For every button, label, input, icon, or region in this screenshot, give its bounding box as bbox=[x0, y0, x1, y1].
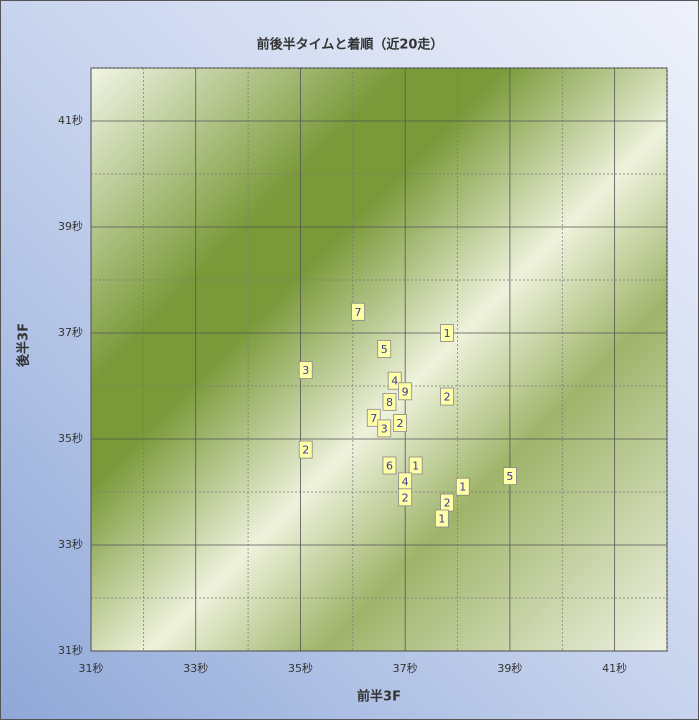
point-label: 3 bbox=[302, 364, 309, 377]
x-tick-label: 39秒 bbox=[497, 661, 522, 675]
x-tick-label: 31秒 bbox=[79, 661, 104, 675]
point-label: 1 bbox=[438, 513, 445, 526]
point-marker bbox=[351, 302, 365, 321]
x-tick-label: 33秒 bbox=[183, 661, 208, 675]
point-marker bbox=[393, 414, 407, 433]
point-label: 3 bbox=[381, 422, 388, 435]
y-tick-label: 41秒 bbox=[58, 113, 83, 127]
point-label: 2 bbox=[302, 444, 309, 457]
point-marker bbox=[398, 488, 413, 507]
point-label: 8 bbox=[386, 396, 393, 409]
x-tick-label: 37秒 bbox=[393, 661, 418, 675]
point-marker bbox=[298, 361, 313, 380]
point-label: 1 bbox=[412, 460, 419, 473]
y-tick-label: 35秒 bbox=[58, 431, 83, 445]
point-label: 6 bbox=[386, 460, 393, 473]
point-marker bbox=[298, 440, 313, 459]
point-marker bbox=[382, 392, 397, 411]
y-tick-label: 37秒 bbox=[58, 325, 83, 339]
point-marker bbox=[440, 324, 454, 342]
point-label: 1 bbox=[459, 481, 466, 494]
point-label: 9 bbox=[402, 385, 409, 398]
y-tick-label: 33秒 bbox=[58, 537, 83, 551]
point-label: 5 bbox=[506, 470, 513, 483]
point-marker bbox=[377, 339, 392, 358]
y-axis-title: 後半3F bbox=[16, 323, 32, 367]
point-marker bbox=[434, 509, 449, 528]
point-label: 7 bbox=[355, 306, 362, 319]
x-axis-title: 前半3F bbox=[357, 689, 401, 705]
chart-title: 前後半タイムと着順（近20走） bbox=[257, 37, 444, 53]
y-tick-label: 39秒 bbox=[58, 219, 83, 233]
point-marker bbox=[387, 371, 402, 390]
point-marker bbox=[377, 419, 392, 438]
point-marker bbox=[382, 456, 397, 475]
point-label: 5 bbox=[381, 343, 388, 356]
plot-area bbox=[90, 67, 668, 652]
point-marker bbox=[366, 408, 381, 427]
point-marker bbox=[503, 467, 517, 486]
point-label: 2 bbox=[396, 417, 403, 430]
point-label: 4 bbox=[391, 375, 398, 388]
point-label: 2 bbox=[444, 391, 451, 404]
point-marker bbox=[398, 382, 413, 401]
point-marker bbox=[408, 456, 423, 475]
point-label: 7 bbox=[370, 412, 377, 425]
x-tick-label: 41秒 bbox=[602, 661, 627, 675]
point-label: 2 bbox=[444, 497, 451, 510]
x-tick-label: 35秒 bbox=[288, 661, 313, 675]
y-tick-label: 31秒 bbox=[58, 643, 83, 657]
point-label: 4 bbox=[402, 475, 409, 488]
point-label: 1 bbox=[444, 327, 451, 340]
point-marker bbox=[455, 477, 470, 496]
point-marker bbox=[440, 387, 454, 406]
point-label: 2 bbox=[402, 491, 409, 504]
